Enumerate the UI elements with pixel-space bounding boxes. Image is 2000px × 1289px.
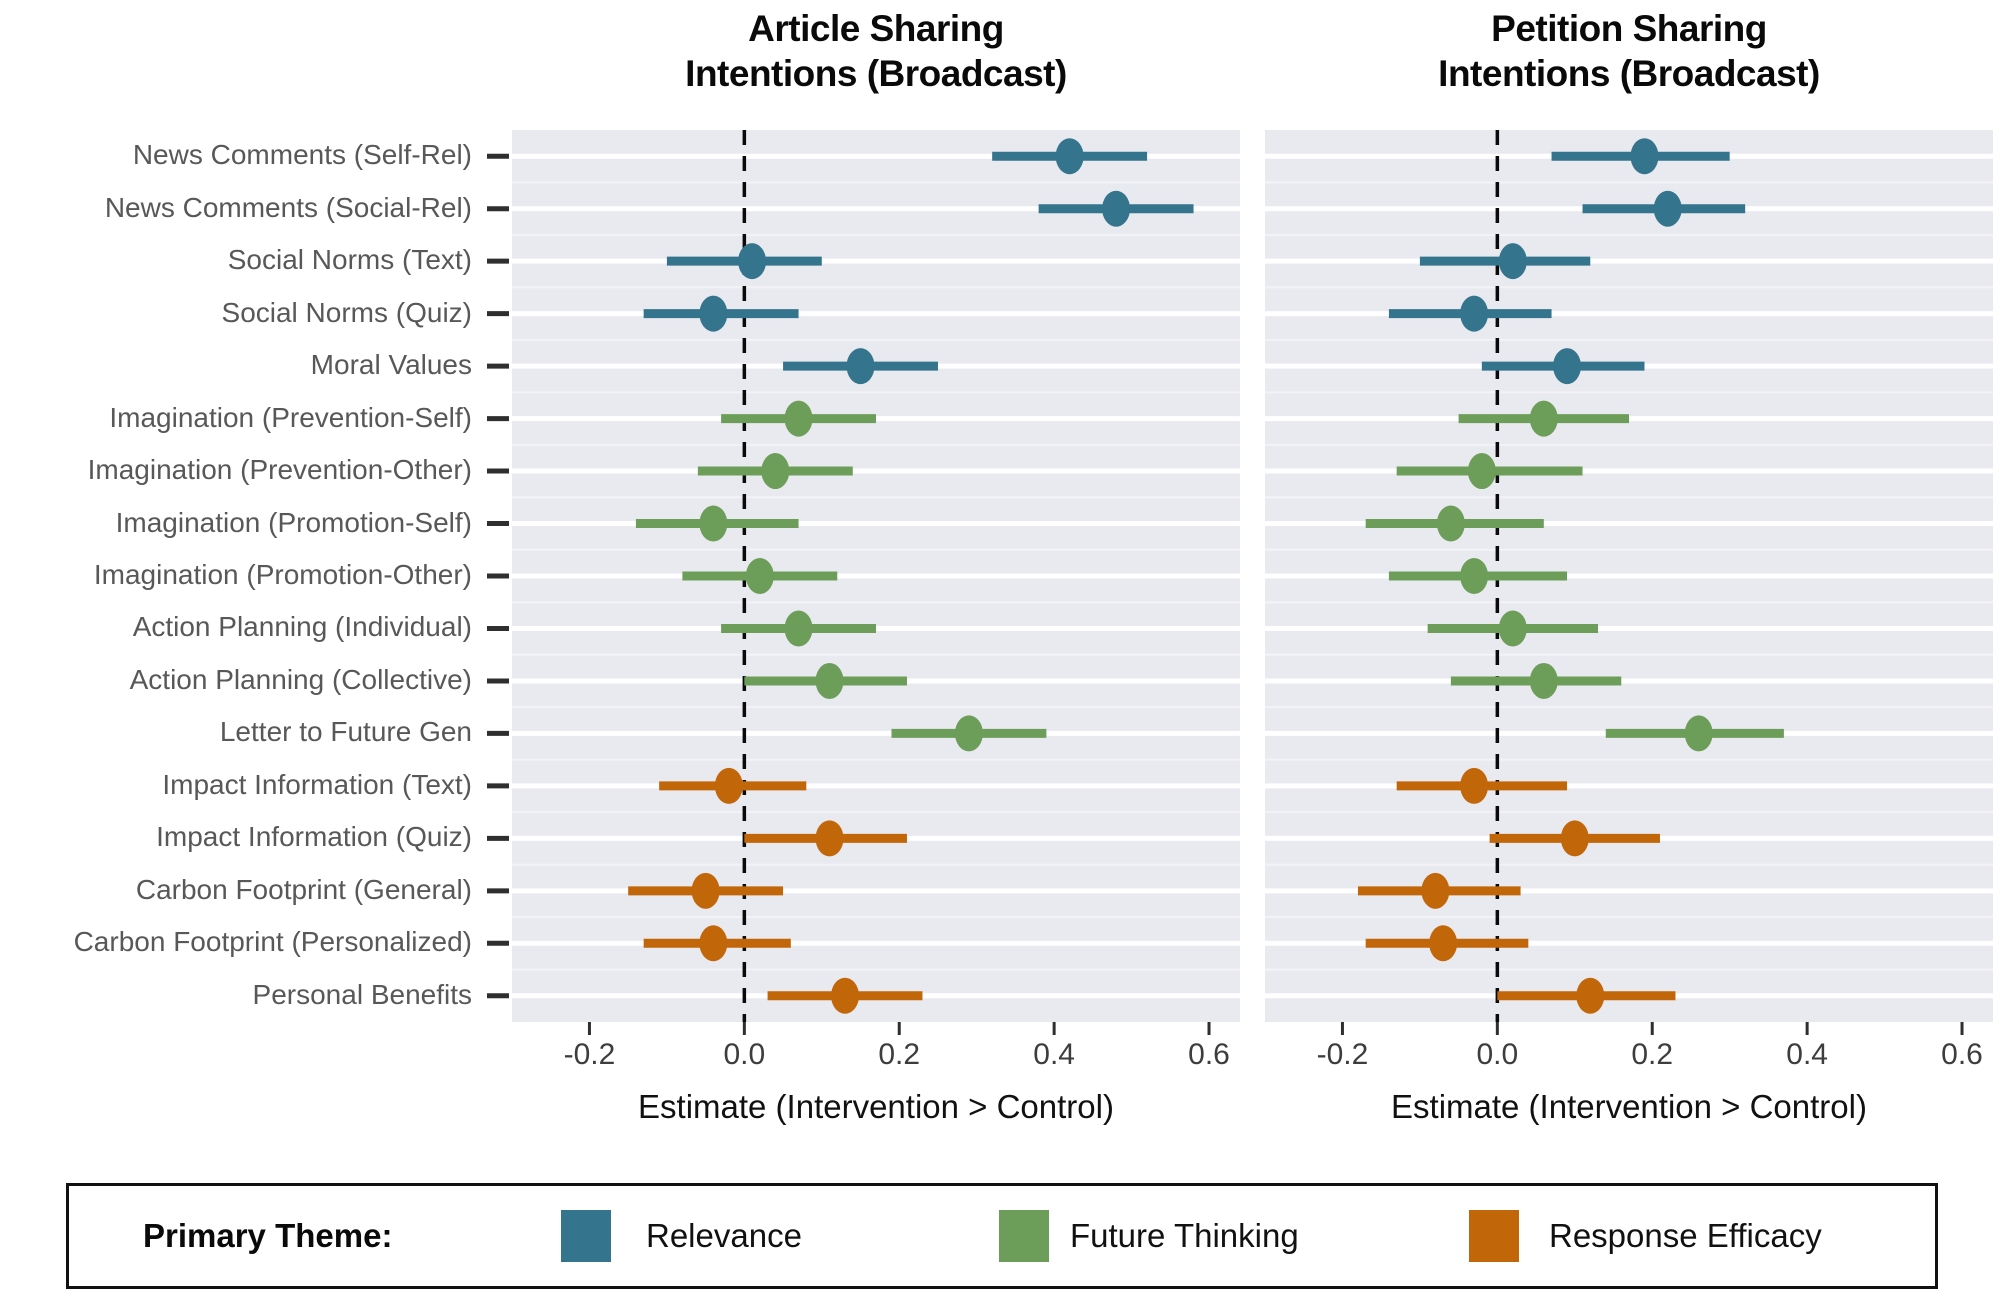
point-estimate xyxy=(714,767,743,804)
y-axis-label: News Comments (Social-Rel) xyxy=(104,191,472,223)
point-estimate xyxy=(1460,767,1489,804)
legend-label-future-thinking: Future Thinking xyxy=(1070,1217,1299,1254)
point-estimate xyxy=(1529,400,1558,437)
point-estimate xyxy=(738,243,767,280)
y-axis-label: Moral Values xyxy=(310,349,472,381)
legend-swatch-future-thinking xyxy=(999,1210,1049,1262)
point-estimate xyxy=(745,558,774,594)
legend-swatch-relevance xyxy=(561,1210,611,1262)
legend: Primary Theme: Relevance Future Thinking… xyxy=(66,1183,1938,1289)
x-axis-tick-label: 0.0 xyxy=(723,1038,766,1071)
point-estimate xyxy=(699,925,728,962)
x-axis-tick-label: -0.2 xyxy=(1316,1038,1369,1071)
legend-title: Primary Theme: xyxy=(143,1217,393,1254)
x-axis-tick-label: 0.4 xyxy=(1786,1038,1828,1071)
point-estimate xyxy=(691,872,720,909)
point-estimate xyxy=(761,453,790,490)
point-estimate xyxy=(1460,295,1489,332)
point-estimate xyxy=(1553,348,1582,385)
y-axis-label: Social Norms (Text) xyxy=(227,244,472,276)
y-axis-label: Imagination (Promotion-Other) xyxy=(93,559,472,590)
y-axis-label: Letter to Future Gen xyxy=(219,716,472,748)
point-estimate xyxy=(699,295,728,332)
point-estimate xyxy=(699,505,728,542)
x-axis-tick-label: 0.0 xyxy=(1476,1038,1519,1071)
point-estimate xyxy=(846,348,875,385)
x-axis-tick-label: 0.2 xyxy=(1631,1038,1674,1071)
y-axis-label: Carbon Footprint (General) xyxy=(135,873,472,905)
point-estimate xyxy=(1055,138,1084,175)
panel-title-line: Intentions (Broadcast) xyxy=(1438,53,1820,95)
point-estimate xyxy=(1576,977,1605,1014)
panel-title-petition: Petition Sharing Intentions (Broadcast) xyxy=(1265,6,1993,96)
point-estimate xyxy=(784,400,813,437)
point-estimate xyxy=(1529,662,1558,699)
point-estimate xyxy=(1429,925,1458,962)
point-estimate xyxy=(1460,558,1489,594)
point-estimate xyxy=(1653,190,1682,227)
legend-label-response-efficacy: Response Efficacy xyxy=(1549,1217,1822,1254)
x-axis-tick-label: 0.6 xyxy=(1188,1038,1230,1071)
x-axis-tick-label: 0.4 xyxy=(1033,1038,1075,1071)
legend-swatch-response-efficacy xyxy=(1469,1210,1519,1262)
point-estimate xyxy=(815,820,844,857)
point-estimate xyxy=(784,610,813,647)
point-estimate xyxy=(1630,138,1659,175)
y-axis-label: News Comments (Self-Rel) xyxy=(132,139,472,171)
y-axis-label: Action Planning (Individual) xyxy=(132,611,472,643)
panel-title-article: Article Sharing Intentions (Broadcast) xyxy=(512,6,1240,96)
x-axis-tick-label: 0.2 xyxy=(878,1038,921,1071)
y-axis-label: Imagination (Prevention-Self) xyxy=(109,401,472,433)
x-axis-title-right: Estimate (Intervention > Control) xyxy=(1391,1088,1867,1125)
point-estimate xyxy=(1102,190,1131,227)
point-estimate xyxy=(831,977,860,1014)
point-estimate xyxy=(1498,243,1527,280)
y-axis-label: Action Planning (Collective) xyxy=(129,663,472,695)
y-axis-label: Impact Information (Quiz) xyxy=(156,821,472,853)
y-axis-label: Imagination (Promotion-Self) xyxy=(115,506,472,538)
y-axis-label: Social Norms (Quiz) xyxy=(221,296,472,328)
y-axis-label: Personal Benefits xyxy=(252,978,472,1010)
point-estimate xyxy=(1421,872,1450,909)
point-estimate xyxy=(1498,610,1527,647)
point-estimate xyxy=(1467,453,1496,490)
y-axis-label: Imagination (Prevention-Other) xyxy=(87,454,472,486)
panel-title-line: Article Sharing xyxy=(748,8,1004,49)
point-estimate xyxy=(1684,715,1713,752)
x-axis-tick-label: 0.6 xyxy=(1941,1038,1983,1071)
x-axis-title-left: Estimate (Intervention > Control) xyxy=(638,1088,1114,1125)
point-estimate xyxy=(1436,505,1465,542)
point-estimate xyxy=(1560,820,1589,857)
point-estimate xyxy=(954,715,983,752)
y-axis-label: Impact Information (Text) xyxy=(162,768,472,800)
point-estimate xyxy=(815,662,844,699)
legend-label-relevance: Relevance xyxy=(646,1217,802,1254)
x-axis-tick-label: -0.2 xyxy=(563,1038,616,1071)
y-axis-label: Carbon Footprint (Personalized) xyxy=(73,926,472,958)
panel-title-line: Petition Sharing xyxy=(1491,8,1767,49)
panel-title-line: Intentions (Broadcast) xyxy=(685,53,1067,95)
